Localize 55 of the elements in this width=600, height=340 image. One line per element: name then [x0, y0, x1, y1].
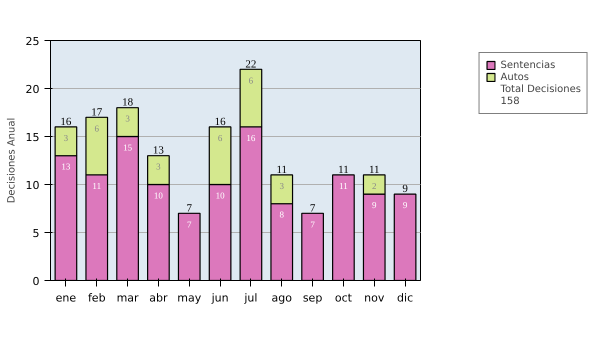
total-label: 16: [214, 116, 226, 128]
total-label: 7: [310, 202, 316, 214]
x-tick-label: mar: [116, 292, 140, 304]
data-label: 15: [123, 142, 133, 152]
y-tick-label: 5: [32, 227, 40, 240]
x-tick-label: oct: [334, 292, 353, 304]
data-label: 16: [246, 132, 256, 143]
x-tick-label: jun: [210, 292, 229, 304]
data-label: 10: [154, 190, 164, 200]
data-label: 3: [125, 114, 130, 124]
x-tick-label: may: [177, 292, 202, 304]
y-tick-label: 20: [26, 83, 40, 96]
data-label: 3: [64, 132, 69, 143]
x-tick-label: feb: [88, 292, 106, 304]
legend-label: Sentencias: [500, 59, 556, 71]
y-tick-label: 0: [32, 275, 40, 288]
text: 158: [500, 95, 521, 107]
total-label: 13: [152, 144, 164, 157]
data-label: 8: [280, 210, 284, 220]
x-tick-label: jul: [243, 292, 258, 304]
data-label: 11: [92, 180, 102, 191]
data-label: 7: [187, 219, 192, 230]
data-label: 3: [156, 162, 162, 172]
data-label: 2: [372, 180, 376, 191]
total-label: 9: [402, 183, 408, 196]
data-label: 7: [310, 219, 316, 230]
x-tick-label: ago: [272, 292, 292, 304]
total-label: 18: [122, 96, 134, 109]
total-label: 7: [186, 202, 192, 214]
y-tick-label: 10: [26, 179, 40, 192]
data-label: 6: [94, 123, 100, 134]
data-label: 9: [402, 200, 408, 210]
total-label: 16: [60, 116, 72, 128]
total-label: 22: [245, 58, 256, 70]
x-tick-label: ene: [56, 292, 76, 304]
data-label: 11: [339, 180, 348, 191]
text: Total Decisiones: [500, 83, 581, 95]
y-axis-title: Decisiones Anual: [6, 118, 18, 204]
data-label: 3: [280, 180, 284, 191]
data-label: 9: [372, 200, 377, 210]
x-tick-label: sep: [302, 292, 322, 304]
data-label: 10: [216, 190, 226, 200]
x-tick-label: abr: [149, 292, 168, 304]
total-label: 11: [276, 164, 288, 176]
total-label: 11: [338, 164, 349, 176]
y-tick-label: 25: [26, 35, 40, 48]
data-label: 13: [61, 162, 71, 172]
y-tick-label: 15: [26, 131, 40, 144]
total-label: 17: [91, 106, 103, 118]
data-label: 6: [248, 75, 254, 86]
data-label: 6: [218, 132, 223, 143]
x-tick-label: nov: [364, 292, 385, 304]
legend-label: Autos: [500, 71, 529, 83]
x-tick-label: dic: [397, 292, 414, 304]
total-label: 11: [368, 164, 380, 176]
